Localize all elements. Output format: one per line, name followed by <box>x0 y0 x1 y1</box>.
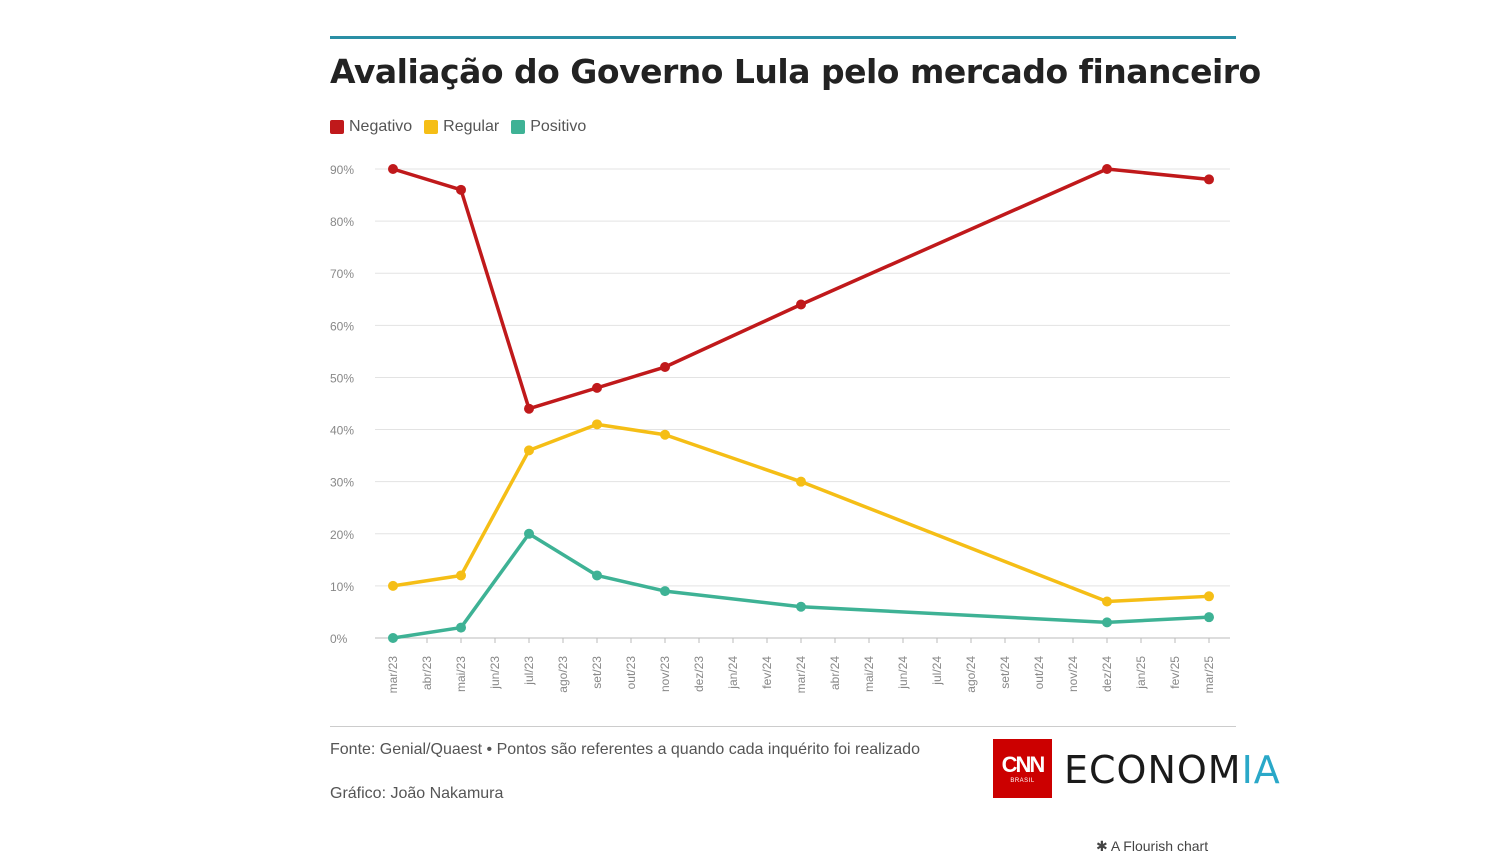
x-tick-label: dez/24 <box>1100 656 1114 692</box>
legend-label-negativo: Negativo <box>349 118 413 135</box>
x-tick-label: set/23 <box>590 656 604 689</box>
data-point-negativo <box>660 362 670 373</box>
data-point-regular <box>796 476 806 487</box>
x-tick-label: out/23 <box>624 656 638 690</box>
legend: Negativo Regular Positivo <box>330 118 586 136</box>
series-line-negativo <box>391 167 1211 411</box>
y-tick-label: 70% <box>330 267 354 281</box>
legend-label-positivo: Positivo <box>530 118 587 135</box>
y-tick-label: 50% <box>330 371 354 385</box>
series-line-positivo <box>391 532 1211 640</box>
x-tick-label: mai/23 <box>454 656 468 692</box>
x-tick-label: mar/25 <box>1202 656 1216 694</box>
x-tick-label: nov/24 <box>1066 656 1080 692</box>
data-point-regular <box>660 429 670 440</box>
x-tick-label: mai/24 <box>862 656 876 692</box>
flourish-credit-link[interactable]: ✱ A Flourish chart <box>1096 838 1209 854</box>
data-point-regular <box>1204 591 1214 602</box>
y-tick-label: 60% <box>330 319 354 333</box>
x-tick-label: jul/24 <box>930 656 944 686</box>
data-point-negativo <box>796 299 806 310</box>
chart-title: Avaliação do Governo Lula pelo mercado f… <box>330 52 1261 91</box>
y-tick-label: 40% <box>330 424 354 438</box>
cnn-logo-subtext: BRASIL <box>1010 777 1035 784</box>
data-point-negativo <box>456 184 466 195</box>
series-line-regular <box>391 422 1211 604</box>
legend-swatch-regular <box>424 120 439 134</box>
y-tick-label: 0% <box>330 632 348 646</box>
line-chart: 0% 10% 20% 30% 40% 50% 60% 70% 80% 90% mar/23 abr/2… <box>330 163 1230 694</box>
x-tick-label: jun/24 <box>896 656 910 690</box>
x-tick-label: jul/23 <box>522 656 536 686</box>
data-point-positivo <box>524 528 534 539</box>
y-tick-label: 10% <box>330 580 354 594</box>
legend-item-positivo[interactable]: Positivo <box>511 118 586 136</box>
cnn-logo[interactable]: CNN BRASIL <box>993 739 1052 798</box>
data-point-negativo <box>1102 164 1112 174</box>
x-tick-label: mar/24 <box>794 656 808 694</box>
top-rule <box>330 36 1236 39</box>
x-tick-label: mar/23 <box>386 656 400 694</box>
legend-swatch-positivo <box>511 120 526 134</box>
x-tick-label: fev/24 <box>760 656 774 689</box>
legend-label-regular: Regular <box>443 118 500 135</box>
x-tick-label: fev/25 <box>1168 656 1182 689</box>
y-tick-label: 20% <box>330 528 354 542</box>
data-point-positivo <box>796 601 806 612</box>
data-point-regular <box>456 570 466 581</box>
data-point-regular <box>1102 596 1112 607</box>
data-point-negativo <box>388 164 398 174</box>
data-point-regular <box>592 419 602 430</box>
legend-item-regular[interactable]: Regular <box>424 118 499 136</box>
bottom-rule <box>330 726 1236 727</box>
chart-credit: Gráfico: João Nakamura <box>330 785 504 802</box>
x-tick-label: dez/23 <box>692 656 706 692</box>
data-point-negativo <box>524 403 534 414</box>
data-point-regular <box>388 580 398 591</box>
data-point-positivo <box>1102 617 1112 628</box>
x-tick-label: jan/25 <box>1134 656 1148 690</box>
x-tick-label: ago/24 <box>964 656 978 693</box>
x-tick-label: set/24 <box>998 656 1012 689</box>
data-point-positivo <box>660 586 670 597</box>
x-tick-label: abr/23 <box>420 656 434 690</box>
x-tick-label: abr/24 <box>828 656 842 690</box>
source-note: Fonte: Genial/Quaest • Pontos são refere… <box>330 741 920 758</box>
brand-main-text: ECONOM <box>1064 748 1242 792</box>
x-tick-label: jan/24 <box>726 656 740 690</box>
y-tick-label: 90% <box>330 163 354 177</box>
data-point-regular <box>524 445 534 456</box>
data-point-positivo <box>1204 612 1214 623</box>
brand-accent-text: IA <box>1241 748 1281 792</box>
x-tick-label: out/24 <box>1032 656 1046 690</box>
data-point-positivo <box>388 633 398 643</box>
data-point-positivo <box>592 570 602 581</box>
x-tick-label: jun/23 <box>488 656 502 690</box>
legend-swatch-negativo <box>330 120 344 134</box>
x-tick-label: nov/23 <box>658 656 672 692</box>
data-point-negativo <box>1204 174 1214 185</box>
x-tick-label: ago/23 <box>556 656 570 693</box>
cnn-logo-text: CNN <box>1001 751 1046 777</box>
data-point-negativo <box>592 382 602 393</box>
y-tick-label: 30% <box>330 476 354 490</box>
legend-item-negativo[interactable]: Negativo <box>330 118 412 136</box>
economia-brand: ECONOMIA <box>1064 748 1281 792</box>
y-tick-label: 80% <box>330 215 354 229</box>
data-point-positivo <box>456 622 466 633</box>
